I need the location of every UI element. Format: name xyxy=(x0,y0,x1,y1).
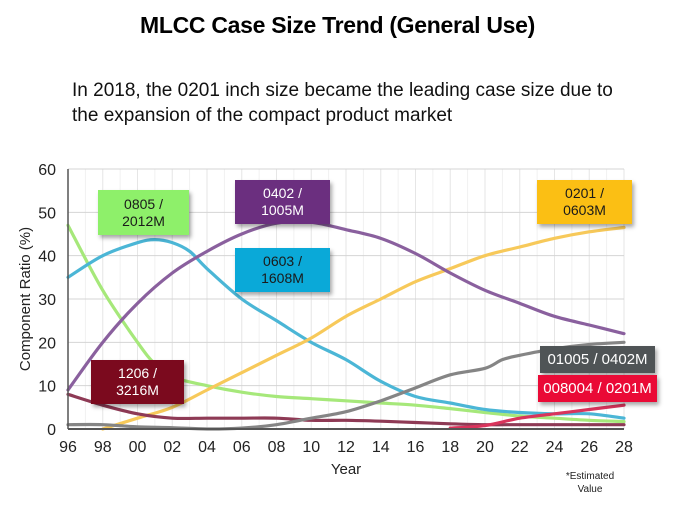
x-tick-label: 96 xyxy=(59,439,77,456)
series-label-008004-0201M: 008004 / 0201M xyxy=(538,375,657,402)
x-tick-label: 04 xyxy=(198,439,216,456)
series-label-text: 3216M xyxy=(116,382,159,398)
x-tick-label: 18 xyxy=(441,439,459,456)
tick-labels: 0 10 20 30 40 50 60 96 98 00 02 04 06 08 10 12 14 16 18 20 2… xyxy=(38,162,633,456)
x-tick-label: 22 xyxy=(511,439,529,456)
x-tick-label: 26 xyxy=(580,439,598,456)
series-line-1206-3216M xyxy=(66,392,626,427)
series-label-text: 1206 / xyxy=(118,365,157,381)
series-line-0603-1608M xyxy=(66,238,626,420)
x-tick-label: 14 xyxy=(372,439,390,456)
y-tick-label: 30 xyxy=(38,292,56,309)
x-tick-label: 06 xyxy=(233,439,251,456)
series-label-text: 2012M xyxy=(122,212,165,229)
x-tick-label: 10 xyxy=(302,439,320,456)
series-line-008004-0201M xyxy=(448,403,626,430)
series-label-text: 008004 / 0201M xyxy=(543,380,652,397)
subtitle: In 2018, the 0201 inch size became the l… xyxy=(72,80,613,126)
series-label-text: 0603 / xyxy=(263,253,302,269)
series-label-0201-0603M: 0201 /0603M xyxy=(537,180,632,224)
series-label-text: 1005M xyxy=(261,202,304,218)
x-tick-label: 20 xyxy=(476,439,494,456)
axes xyxy=(67,169,624,430)
x-tick-label: 00 xyxy=(129,439,147,456)
y-axis-label: Component Ratio (%) xyxy=(17,227,34,371)
estimated-value-note: *Estimated Value xyxy=(565,471,615,495)
y-tick-label: 20 xyxy=(38,335,56,352)
x-tick-label: 16 xyxy=(407,439,425,456)
series-label-text: 01005 / 0402M xyxy=(547,351,648,368)
series-label-text: 1608M xyxy=(261,270,304,286)
y-tick-label: 10 xyxy=(38,379,56,396)
page-title: MLCC Case Size Trend (General Use) xyxy=(140,12,535,38)
series-label-text: 0201 / xyxy=(565,185,604,201)
y-tick-label: 0 xyxy=(47,422,56,439)
series-label-text: 0805 / xyxy=(124,195,163,212)
x-tick-label: 98 xyxy=(94,439,112,456)
y-tick-label: 40 xyxy=(38,249,56,266)
x-tick-label: 24 xyxy=(546,439,564,456)
series-label-text: 0402 / xyxy=(263,185,302,201)
x-tick-label: 02 xyxy=(163,439,181,456)
series-label-1206-3216M: 1206 /3216M xyxy=(91,360,184,404)
series-line-0402-1005M xyxy=(66,219,626,392)
y-tick-label: 50 xyxy=(38,205,56,222)
x-axis-label: Year xyxy=(331,461,361,478)
x-tick-label: 28 xyxy=(615,439,633,456)
series-line-01005-0402M xyxy=(66,340,626,431)
series-label-0805-2012M: 0805 /2012M xyxy=(98,190,189,235)
y-tick-label: 60 xyxy=(38,162,56,179)
series-line-0201-0603M xyxy=(101,225,626,431)
x-tick-label: 12 xyxy=(337,439,355,456)
series-label-0402-1005M: 0402 /1005M xyxy=(235,180,330,224)
x-tick-label: 08 xyxy=(268,439,286,456)
series-label-0603-1608M: 0603 /1608M xyxy=(235,248,330,292)
series-label-text: 0603M xyxy=(563,202,606,218)
series-label-01005-0402M: 01005 / 0402M xyxy=(540,346,655,373)
